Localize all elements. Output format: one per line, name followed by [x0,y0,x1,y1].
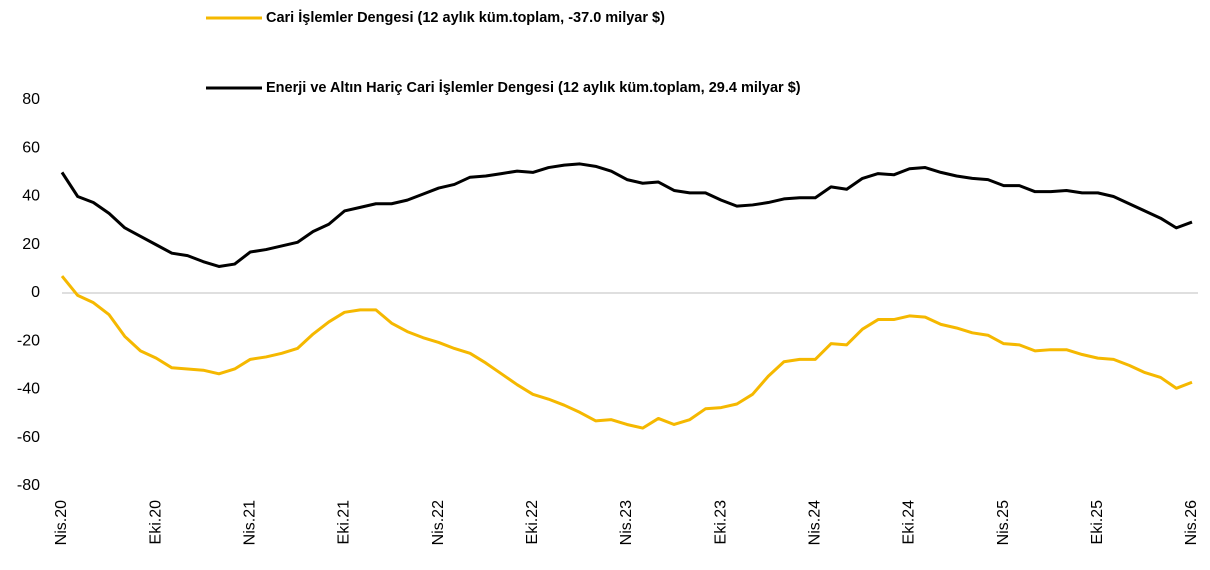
x-tick-label: Nis.23 [618,500,635,545]
series-line [60,275,1193,430]
series-line [60,162,1193,268]
y-tick-label: 80 [22,91,40,108]
x-tick-label: Eki.21 [336,500,353,545]
x-tick-label: Nis.22 [430,500,447,545]
y-tick-label: 0 [31,284,40,301]
y-tick-label: -80 [17,477,40,494]
x-tick-label: Eki.25 [1089,500,1106,545]
y-tick-label: 60 [22,139,40,156]
x-tick-label: Eki.24 [901,500,918,545]
x-tick-label: Nis.25 [995,500,1012,545]
x-tick-label: Eki.23 [712,500,729,545]
x-tick-label: Nis.24 [807,500,824,545]
y-tick-label: -60 [17,429,40,446]
x-tick-label: Nis.26 [1183,500,1200,545]
y-tick-label: -40 [17,381,40,398]
x-tick-label: Eki.22 [524,500,541,545]
y-tick-label: -20 [17,332,40,349]
y-tick-label: 20 [22,236,40,253]
legend-label: Cari İşlemler Dengesi (12 aylık küm.topl… [266,9,665,26]
x-tick-label: Nis.21 [242,500,259,545]
legend-label: Enerji ve Altın Hariç Cari İşlemler Deng… [266,79,801,96]
x-tick-label: Eki.20 [147,500,164,545]
x-tick-label: Nis.20 [53,500,70,545]
y-tick-label: 40 [22,188,40,205]
